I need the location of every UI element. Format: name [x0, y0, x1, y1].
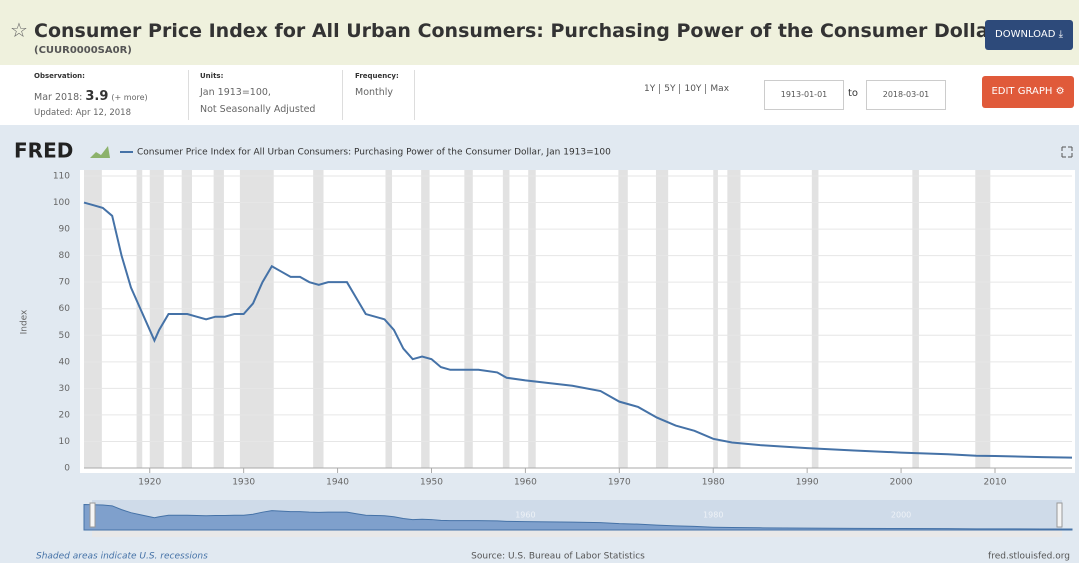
recession-band [385, 170, 393, 468]
units-label: Units: [200, 72, 224, 80]
recession-band [421, 170, 430, 468]
navigator-tick-label: 2000 [891, 511, 911, 520]
more-link[interactable]: (+ more) [111, 93, 148, 102]
x-tick-label: 1940 [326, 478, 349, 488]
plot-area [80, 170, 1075, 473]
fullscreen-icon[interactable] [1061, 146, 1073, 158]
x-tick-label: 1920 [138, 478, 161, 488]
separator [414, 70, 415, 120]
recession-band [239, 170, 274, 468]
navigator-handle [89, 502, 96, 528]
fred-logo: FRED [14, 139, 73, 163]
logo-icon [90, 146, 110, 158]
recession-band [912, 170, 919, 468]
x-tick-label: 1980 [702, 478, 725, 488]
y-tick-label: 110 [53, 172, 70, 182]
x-tick-label: 1990 [796, 478, 819, 488]
frequency: Monthly [355, 87, 394, 98]
recession-band [975, 170, 991, 468]
to-label: to [848, 88, 859, 99]
chart: FRED Index 0 10 20 30 40 50 60 70 80 90 100 110 1920… [0, 125, 1079, 563]
navigator-area [83, 504, 1073, 531]
edit-graph-button[interactable]: EDIT GRAPH ⚙ [982, 76, 1074, 108]
end-date[interactable]: 2018-03-01 [866, 80, 946, 110]
y-tick-label: 70 [59, 278, 71, 288]
x-tick-label: 1950 [420, 478, 443, 488]
observation-label: Observation: [34, 72, 85, 80]
recession-band [727, 170, 741, 468]
recession-band [149, 170, 164, 468]
header: ☆ Consumer Price Index for All Urban Con… [0, 0, 1079, 65]
recession-band [313, 170, 324, 468]
range-button[interactable]: Max [705, 84, 733, 94]
recession-band [528, 170, 536, 468]
range-buttons: 1Y 5Y 10Y Max [640, 84, 733, 94]
separator [342, 70, 343, 120]
y-tick-label: 20 [59, 410, 71, 420]
y-tick-label: 10 [59, 437, 71, 447]
source: Source: U.S. Bureau of Labor Statistics [471, 552, 645, 562]
favorite-star[interactable]: ☆ [10, 18, 28, 42]
start-date[interactable]: 1913-01-01 [764, 80, 844, 110]
recession-band [136, 170, 143, 468]
range-button[interactable]: 5Y [659, 84, 679, 94]
y-tick-label: 50 [59, 331, 71, 341]
x-tick-label: 2000 [890, 478, 913, 488]
edit-label: EDIT GRAPH [991, 86, 1053, 97]
navigator-handle [1056, 502, 1063, 528]
range-button[interactable]: 1Y [644, 84, 656, 94]
range-button[interactable]: 10Y [679, 84, 705, 94]
y-tick-label: 100 [53, 198, 70, 208]
y-axis-label: Index [20, 309, 30, 334]
recession-band [464, 170, 473, 468]
recession-band [181, 170, 193, 468]
download-label: DOWNLOAD [995, 29, 1056, 40]
scrollbar [92, 530, 1062, 537]
observation: Mar 2018: 3.9 (+ more) [34, 89, 148, 104]
y-tick-label: 40 [59, 357, 71, 367]
navigator-tick-label: 1980 [703, 511, 723, 520]
site: fred.stlouisfed.org [988, 552, 1070, 562]
series-title: Consumer Price Index for All Urban Consu… [34, 20, 999, 42]
separator [188, 70, 189, 120]
x-tick-label: 1970 [608, 478, 631, 488]
recession-band [811, 170, 819, 468]
legend-label: Consumer Price Index for All Urban Consu… [137, 148, 611, 158]
y-tick-label: 90 [59, 225, 71, 235]
x-tick-label: 2010 [984, 478, 1007, 488]
y-tick-label: 30 [59, 384, 71, 394]
recession-band [213, 170, 224, 468]
x-tick-label: 1960 [514, 478, 537, 488]
recession-note: Shaded areas indicate U.S. recessions [36, 552, 208, 562]
updated: Updated: Apr 12, 2018 [34, 108, 132, 118]
recession-band [502, 170, 510, 468]
recession-band [618, 170, 628, 468]
y-tick-label: 60 [59, 304, 71, 314]
frequency-label: Frequency: [355, 72, 399, 80]
recession-band [84, 170, 102, 468]
x-tick-label: 1930 [232, 478, 255, 488]
y-tick-label: 0 [64, 464, 70, 474]
download-button[interactable]: DOWNLOAD ⤓ [985, 20, 1073, 50]
recession-band [713, 170, 718, 468]
navigator-tick-label: 1960 [515, 511, 535, 520]
observation-value: 3.9 [85, 89, 109, 104]
series-id: (CUUR0000SA0R) [34, 45, 132, 56]
series-line [83, 201, 1073, 459]
observation-date: Mar 2018: [34, 92, 83, 103]
units-note: Not Seasonally Adjusted [200, 104, 316, 115]
units: Jan 1913=100, [200, 87, 271, 98]
y-tick-label: 80 [59, 251, 71, 261]
recession-band [655, 170, 669, 468]
